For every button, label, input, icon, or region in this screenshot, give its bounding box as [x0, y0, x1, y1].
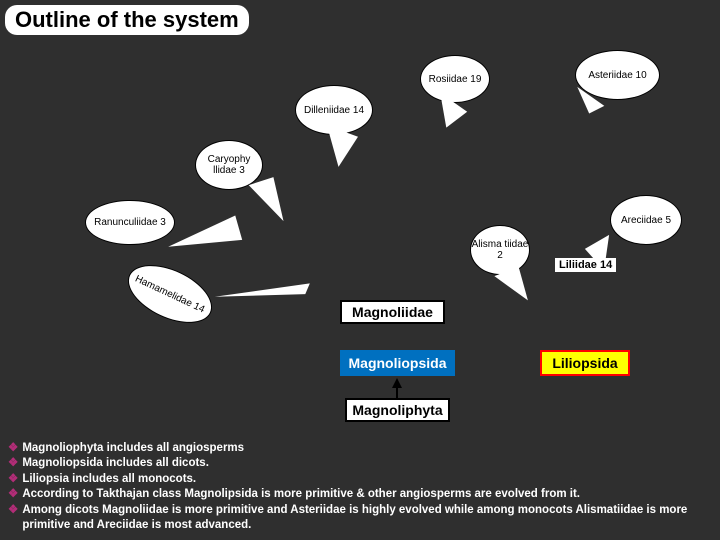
tail-hamamel — [215, 283, 311, 306]
note-line-1: ❖Magnoliopsida includes all dicots. — [8, 456, 712, 472]
slide-title: Outline of the system — [5, 5, 249, 35]
box-magnoliopsida: Magnoliopsida — [340, 350, 455, 376]
note-line-3: ❖According to Takthajan class Magnolipsi… — [8, 487, 712, 503]
note-text-0: Magnoliophyta includes all angiosperms — [22, 441, 244, 457]
callout-areciidae: Areciidae 5 — [610, 195, 682, 245]
note-line-0: ❖Magnoliophyta includes all angiosperms — [8, 441, 712, 457]
note-line-4: ❖Among dicots Magnoliidae is more primit… — [8, 503, 712, 534]
diamond-icon: ❖ — [8, 472, 18, 488]
diamond-icon: ❖ — [8, 456, 18, 472]
tail-alismat — [494, 266, 531, 308]
callout-hamamelidae: Hamamelidae 14 — [119, 253, 221, 335]
note-text-2: Liliopsia includes all monocots. — [22, 472, 196, 488]
note-text-1: Magnoliopsida includes all dicots. — [22, 456, 209, 472]
callout-ranunculiidae: Ranunculiidae 3 — [85, 200, 175, 245]
tail-ranuncul — [168, 216, 246, 270]
note-text-3: According to Takthajan class Magnolipsid… — [22, 487, 580, 503]
box-liliopsida: Liliopsida — [540, 350, 630, 376]
diamond-icon: ❖ — [8, 441, 18, 457]
note-text-4: Among dicots Magnoliidae is more primiti… — [22, 503, 712, 534]
note-line-2: ❖Liliopsia includes all monocots. — [8, 472, 712, 488]
box-magnoliphyta: Magnoliphyta — [345, 398, 450, 422]
box-magnoliidae: Magnoliidae — [340, 300, 445, 324]
callout-alismatiidae: Alisma tiidae 2 — [470, 225, 530, 275]
arrow-stem — [396, 386, 398, 398]
tail-caryophy — [249, 177, 288, 228]
notes-block: ❖Magnoliophyta includes all angiosperms … — [8, 441, 712, 534]
diamond-icon: ❖ — [8, 487, 18, 503]
callout-asteriidae: Asteriidae 10 — [575, 50, 660, 100]
diamond-icon: ❖ — [8, 503, 18, 534]
slide: Outline of the system Asteriidae 10 Rosi… — [0, 0, 720, 540]
label-liliidae: Liliidae 14 — [555, 258, 616, 272]
callout-rosiidae: Rosiidae 19 — [420, 55, 490, 103]
